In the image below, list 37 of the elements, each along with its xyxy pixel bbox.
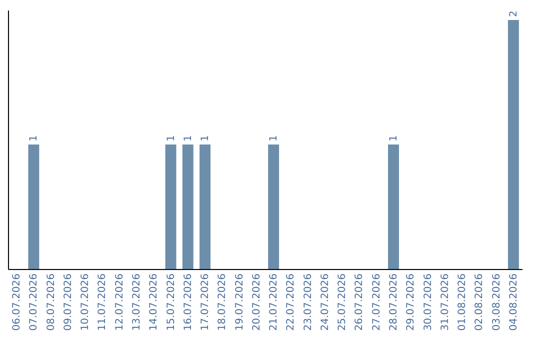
x-tick-label: 13.07.2026 [132,274,142,331]
x-tick-label: 16.07.2026 [182,274,194,331]
x-tick-label: 25.07.2026 [337,274,348,331]
x-tick-label: 21.07.2026 [268,274,280,331]
data-label: 1 [268,135,280,142]
x-tick-label: 31.07.2026 [440,274,451,331]
x-tick-label: 18.07.2026 [217,274,228,331]
x-tick-label: 14.07.2026 [148,274,160,331]
x-tick-label: 07.07.2026 [28,274,40,331]
data-label: 2 [508,10,520,17]
data-label: 1 [200,135,212,142]
x-tick-label: 17.07.2026 [200,274,212,331]
x-tick-label: 24.07.2026 [320,274,331,331]
x-tick-label: 08.07.2026 [46,274,57,331]
x-tick-label: 01.08.2026 [457,274,468,331]
x-tick-label: 20.07.2026 [251,274,262,331]
data-label: 1 [166,135,177,142]
x-tick-label: 23.07.2026 [302,274,314,331]
x-tick-label: 12.07.2026 [114,274,126,331]
x-tick-label: 06.07.2026 [12,274,23,331]
x-tick-label: 15.07.2026 [166,274,177,331]
data-label: 1 [182,135,194,142]
x-tick-label: 03.08.2026 [491,274,502,331]
x-tick-label: 04.08.2026 [508,274,520,331]
x-tick-label: 11.07.2026 [97,274,108,331]
x-tick-label: 10.07.2026 [80,274,92,331]
data-label: 1 [388,135,400,142]
x-tick-label: 02.08.2026 [474,274,486,331]
x-tick-label: 22.07.2026 [286,274,297,331]
data-label: 1 [28,135,40,142]
x-tick-label: 30.07.2026 [422,274,434,331]
x-tick-label: 27.07.2026 [371,274,382,331]
x-tick-label: 26.07.2026 [354,274,366,331]
x-tick-label: 09.07.2026 [62,274,74,331]
x-tick-label: 19.07.2026 [234,274,246,331]
x-tick-label: 29.07.2026 [406,274,417,331]
x-tick-label: 28.07.2026 [388,274,400,331]
